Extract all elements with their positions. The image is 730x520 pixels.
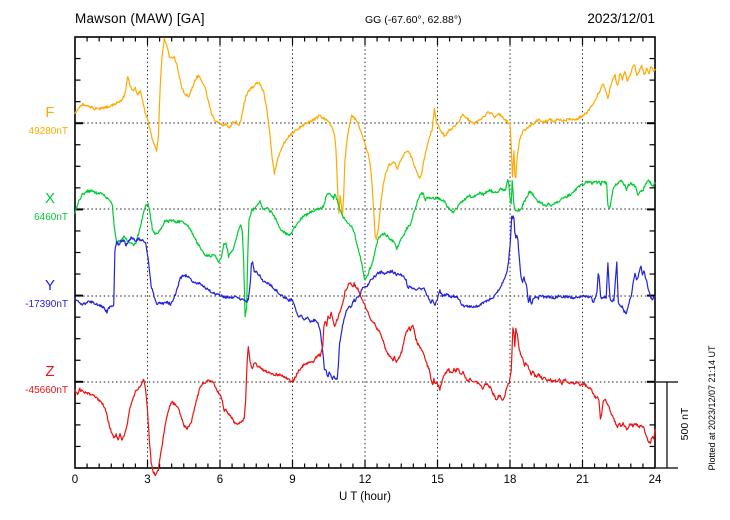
trace-Y bbox=[74, 215, 656, 380]
x-tick-label-3: 3 bbox=[144, 474, 151, 486]
component-value-F: 49280nT bbox=[28, 126, 68, 137]
trace-F bbox=[74, 37, 656, 240]
component-letter-X: X bbox=[44, 190, 55, 207]
component-value-Z: -45660nT bbox=[25, 385, 68, 396]
x-tick-label-6: 6 bbox=[216, 474, 224, 486]
plotted-at-timestamp: Plotted at 2023/12/07 21:14 UT bbox=[707, 345, 717, 471]
x-tick-label-9: 9 bbox=[289, 474, 296, 486]
trace-Z bbox=[74, 282, 656, 477]
x-tick-label-21: 21 bbox=[576, 474, 589, 486]
x-tick-label-15: 15 bbox=[431, 474, 444, 486]
x-axis-label: U T (hour) bbox=[339, 491, 391, 503]
x-tick-label-0: 0 bbox=[71, 474, 79, 486]
trace-X bbox=[74, 179, 656, 318]
x-tick-label-24: 24 bbox=[648, 474, 662, 486]
x-tick-label-12: 12 bbox=[358, 474, 372, 486]
component-value-Y: -17390nT bbox=[25, 299, 68, 310]
station-title: Mawson (MAW) [GA] bbox=[75, 11, 205, 26]
component-letter-Y: Y bbox=[44, 277, 55, 294]
geographic-coordinates: GG (-67.60°, 62.88°) bbox=[365, 14, 462, 26]
plot-date: 2023/12/01 bbox=[587, 11, 655, 26]
x-tick-label-18: 18 bbox=[503, 474, 517, 486]
component-value-X: 6460nT bbox=[34, 212, 68, 223]
scale-bar-label: 500 nT bbox=[679, 407, 691, 441]
component-letter-F: F bbox=[45, 104, 55, 121]
component-letter-Z: Z bbox=[45, 363, 55, 380]
